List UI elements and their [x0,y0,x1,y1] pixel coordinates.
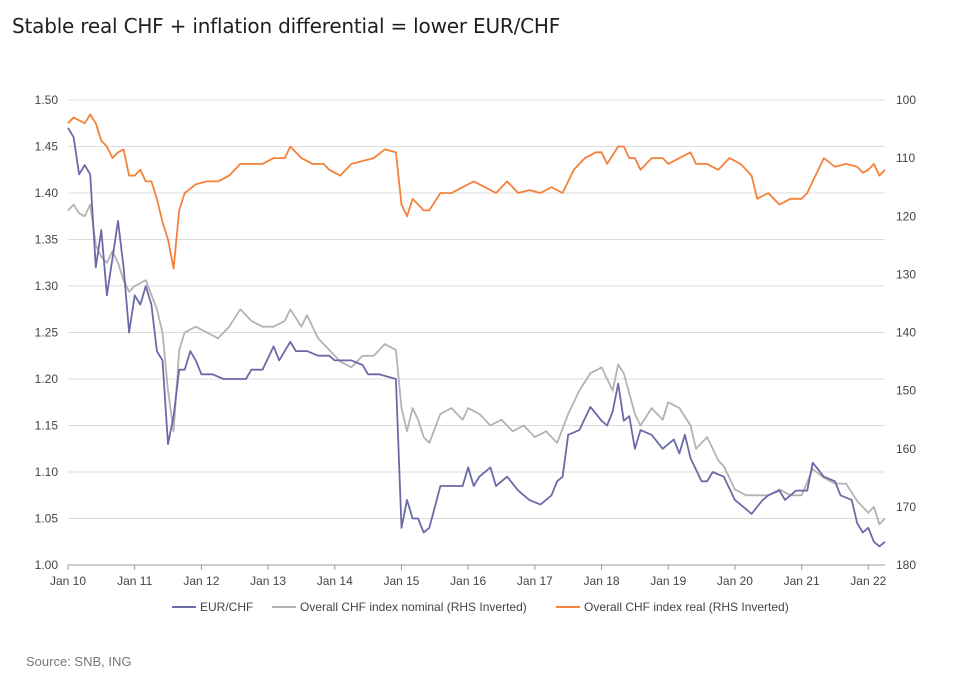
y-left-tick-label: 1.05 [35,512,59,526]
x-tick-label: Jan 15 [383,574,419,588]
y-left-tick-label: 1.10 [35,465,59,479]
x-tick-label: Jan 21 [784,574,820,588]
y-left-tick-label: 1.25 [35,326,59,340]
legend-label: Overall CHF index real (RHS Inverted) [584,600,789,614]
y-left-tick-label: 1.15 [35,419,59,433]
y-right-tick-label: 170 [896,500,916,514]
y-left-tick-label: 1.40 [35,186,59,200]
x-tick-label: Jan 16 [450,574,486,588]
y-right-tick-label: 150 [896,384,916,398]
source-note: Source: SNB, ING [26,654,132,669]
x-tick-label: Jan 20 [717,574,753,588]
series-line-overall-chf-index-nominal-rhs-inverted [67,203,886,526]
y-left-tick-label: 1.30 [35,279,59,293]
series-line-eur-chf [67,127,886,548]
legend-label: EUR/CHF [200,600,253,614]
x-tick-label: Jan 18 [584,574,620,588]
y-right-tick-label: 100 [896,93,916,107]
series-group [67,113,886,548]
y-right-tick-label: 110 [896,151,915,165]
y-left-tick-label: 1.50 [35,93,59,107]
x-tick-label: Jan 17 [517,574,553,588]
y-axis-right-ticks: 100 110 120 130 140 150 160 170 180 [896,93,916,572]
y-right-tick-label: 130 [896,267,916,281]
x-axis-ticks: Jan 10 Jan 11 Jan 12 Jan 13 Jan 14 Jan 15 Jan … [50,564,887,588]
x-tick-label: Jan 11 [117,574,152,588]
y-right-tick-label: 180 [896,558,916,572]
y-left-tick-label: 1.35 [35,233,59,247]
y-axis-left-ticks: 1.50 1.45 1.40 1.35 1.30 1.25 1.20 1.15 1.10 1.05… [35,93,59,572]
x-tick-label: Jan 13 [250,574,286,588]
x-tick-label: Jan 19 [650,574,686,588]
x-tick-label: Jan 14 [317,574,353,588]
legend-label: Overall CHF index nominal (RHS Inverted) [300,600,527,614]
chart-title: Stable real CHF + inflation differential… [12,14,561,38]
y-right-tick-label: 160 [896,442,916,456]
x-tick-label: Jan 10 [50,574,86,588]
x-tick-label: Jan 22 [850,574,886,588]
y-left-tick-label: 1.45 [35,140,59,154]
y-left-tick-label: 1.20 [35,372,59,386]
legend: EUR/CHF Overall CHF index nominal (RHS In… [172,600,789,614]
y-right-tick-label: 120 [896,209,916,223]
y-left-tick-label: 1.00 [35,558,59,572]
series-line-overall-chf-index-real-rhs-inverted [67,113,886,270]
x-tick-label: Jan 12 [183,574,219,588]
y-right-tick-label: 140 [896,326,916,340]
